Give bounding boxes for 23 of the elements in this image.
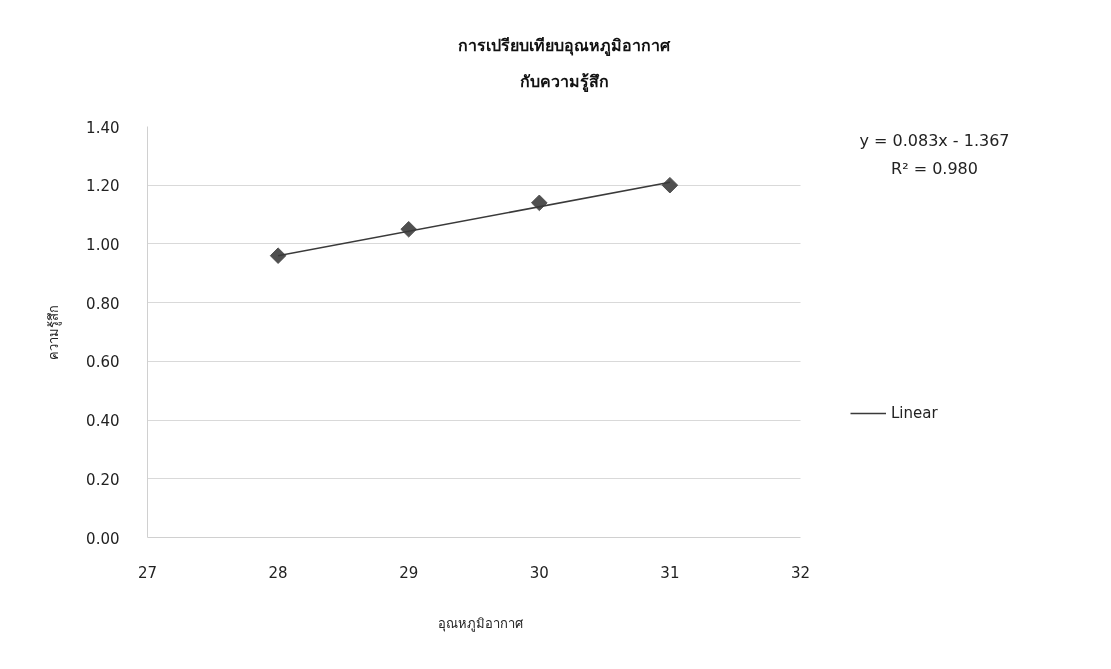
y-tick-label: 0.80	[86, 294, 120, 313]
point	[661, 176, 679, 194]
chart-subtitle: กับความรู้สึก	[519, 72, 609, 91]
y-axis-title: ความรู้สึก	[46, 304, 63, 360]
point	[269, 247, 287, 264]
text: R² = 0.980	[891, 159, 978, 178]
x-tick-label: 29	[399, 563, 419, 582]
x-tick-label: 28	[268, 563, 288, 582]
y-tick-label: 0.20	[86, 470, 120, 489]
y-tick-label: 1.20	[86, 177, 120, 196]
text: y = 0.083x - 1.367	[859, 131, 1010, 150]
x-tick-label: 32	[790, 563, 811, 582]
y-tick-label: 0.60	[86, 353, 120, 372]
y-tick-label: 0.00	[86, 529, 120, 548]
y-tick-label: 0.40	[86, 412, 120, 431]
x-tick-label: 31	[660, 563, 680, 582]
x-axis-title: อุณหภูมิอากาศ	[437, 616, 523, 631]
y-tick-label: 1.40	[86, 118, 120, 137]
legend-label: Linear	[891, 404, 938, 422]
x-tick-label: 27	[137, 563, 158, 582]
x-tick-label: 30	[529, 563, 549, 582]
chart-title: การเปรียบเทียบอุณหภูมิอากาศ	[458, 36, 670, 55]
y-tick-label: 1.00	[86, 235, 120, 254]
